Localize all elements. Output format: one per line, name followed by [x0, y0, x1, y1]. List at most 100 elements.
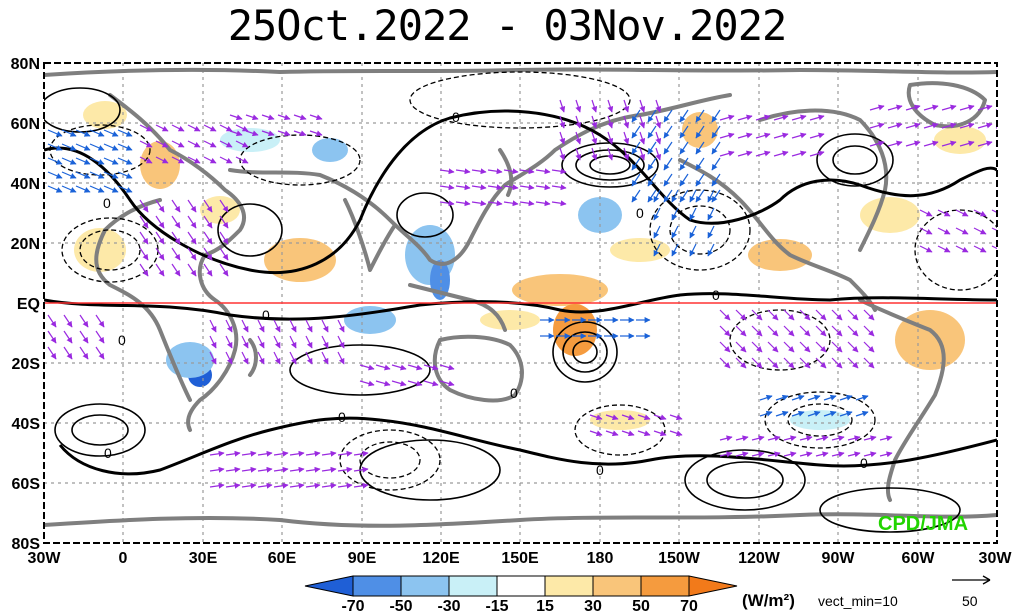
wind-vector [209, 319, 217, 333]
shade-patch [83, 101, 127, 129]
colorbar-tick: -50 [389, 598, 412, 612]
wind-vector [203, 247, 213, 261]
wind-vector [791, 150, 807, 157]
wind-vector [455, 200, 471, 207]
wind-vector [751, 325, 763, 337]
wind-vector [61, 171, 77, 179]
lon-label: 30W [979, 550, 1013, 567]
wind-vector [61, 157, 77, 165]
wind-vector [47, 330, 57, 344]
wind-vector [807, 410, 821, 417]
wind-vector [799, 309, 811, 321]
wind-vector [305, 466, 321, 473]
wind-vector [219, 156, 233, 164]
wind-vector [919, 245, 933, 253]
wind-vector [455, 184, 471, 191]
wind-vector [551, 200, 567, 207]
wind-vector [289, 351, 297, 365]
wind-vector [737, 132, 753, 139]
zero-contour [58, 416, 997, 476]
wind-vector [591, 99, 598, 113]
wind-vector [955, 209, 969, 217]
shade-patch [512, 274, 608, 306]
wind-vector [359, 364, 375, 371]
wind-vector [905, 122, 921, 129]
wind-vector [519, 200, 535, 207]
wind-vector [219, 124, 233, 132]
wind-vector [155, 215, 165, 229]
wind-vector [773, 114, 789, 121]
wind-vector [241, 450, 257, 457]
wind-vector [117, 171, 133, 179]
wind-vector [241, 319, 249, 333]
wind-vector [621, 414, 635, 421]
wind-vector [737, 114, 753, 121]
wind-vector [847, 435, 861, 442]
wind-vector [751, 435, 765, 442]
wind-vector [653, 207, 661, 221]
wind-vector [631, 189, 641, 203]
wind-vector [289, 335, 297, 349]
wind-vector [589, 414, 603, 421]
wind-vector [671, 189, 679, 203]
wind-vector [591, 147, 598, 161]
lon-axis: 30W 0 30E 60E 90E 120E 150E 180 150W 120… [28, 550, 1013, 567]
wind-vector [117, 129, 133, 137]
wind-vector [863, 357, 875, 369]
wind-vector [991, 227, 997, 232]
wind-vector [653, 189, 661, 203]
shade-patch [790, 410, 850, 430]
wind-vector [767, 341, 779, 353]
wind-vector [103, 185, 119, 193]
contour-label: 0 [104, 445, 112, 461]
wind-vector [783, 357, 795, 369]
wind-vector [863, 325, 875, 337]
wind-vector [637, 414, 651, 421]
wind-vector [937, 245, 951, 253]
wind-vector [719, 325, 731, 337]
wind-vector [707, 225, 715, 239]
shade-patch [140, 141, 180, 189]
wind-vector [719, 309, 731, 321]
wind-vector [755, 150, 771, 157]
wind-vector [735, 309, 747, 321]
wind-vector [755, 132, 771, 139]
wind-vector [47, 185, 63, 193]
wind-vector [203, 124, 217, 132]
wind-vector [937, 227, 951, 235]
wind-vector [639, 99, 646, 113]
wind-vector [321, 351, 329, 365]
wind-vector [711, 173, 721, 187]
lon-label: 150E [501, 550, 539, 567]
colorbar-tick: -70 [341, 598, 364, 612]
contour-ring [396, 192, 454, 238]
neg-contour-ring [359, 441, 421, 479]
wind-vector [575, 147, 582, 161]
wind-vector [639, 115, 646, 129]
wind-vector [257, 466, 273, 473]
shade-patch [748, 239, 812, 271]
wind-vector [815, 325, 827, 337]
wind-vector [991, 209, 997, 214]
wind-vector [831, 451, 845, 458]
lon-label: 90E [348, 550, 377, 567]
wind-vector [973, 209, 987, 217]
lat-label: 60N [11, 116, 40, 133]
wind-vector [155, 199, 165, 213]
wind-vector [839, 410, 853, 417]
wind-vector [591, 131, 598, 145]
wind-vector [799, 357, 811, 369]
wind-vector [257, 351, 265, 365]
wind-vector [637, 430, 651, 437]
lon-label: 30E [189, 550, 218, 567]
lat-label: 20N [11, 236, 40, 253]
contour-ring [71, 414, 129, 446]
shade-patch [610, 238, 670, 262]
colorbar-tick: 70 [680, 598, 698, 612]
wind-vector [973, 245, 987, 253]
wind-vector [171, 231, 181, 245]
lon-label: 150W [658, 550, 701, 567]
shade-patch [934, 126, 986, 154]
coast-japan [498, 148, 514, 197]
reference-vector-value: 50 [962, 593, 978, 609]
